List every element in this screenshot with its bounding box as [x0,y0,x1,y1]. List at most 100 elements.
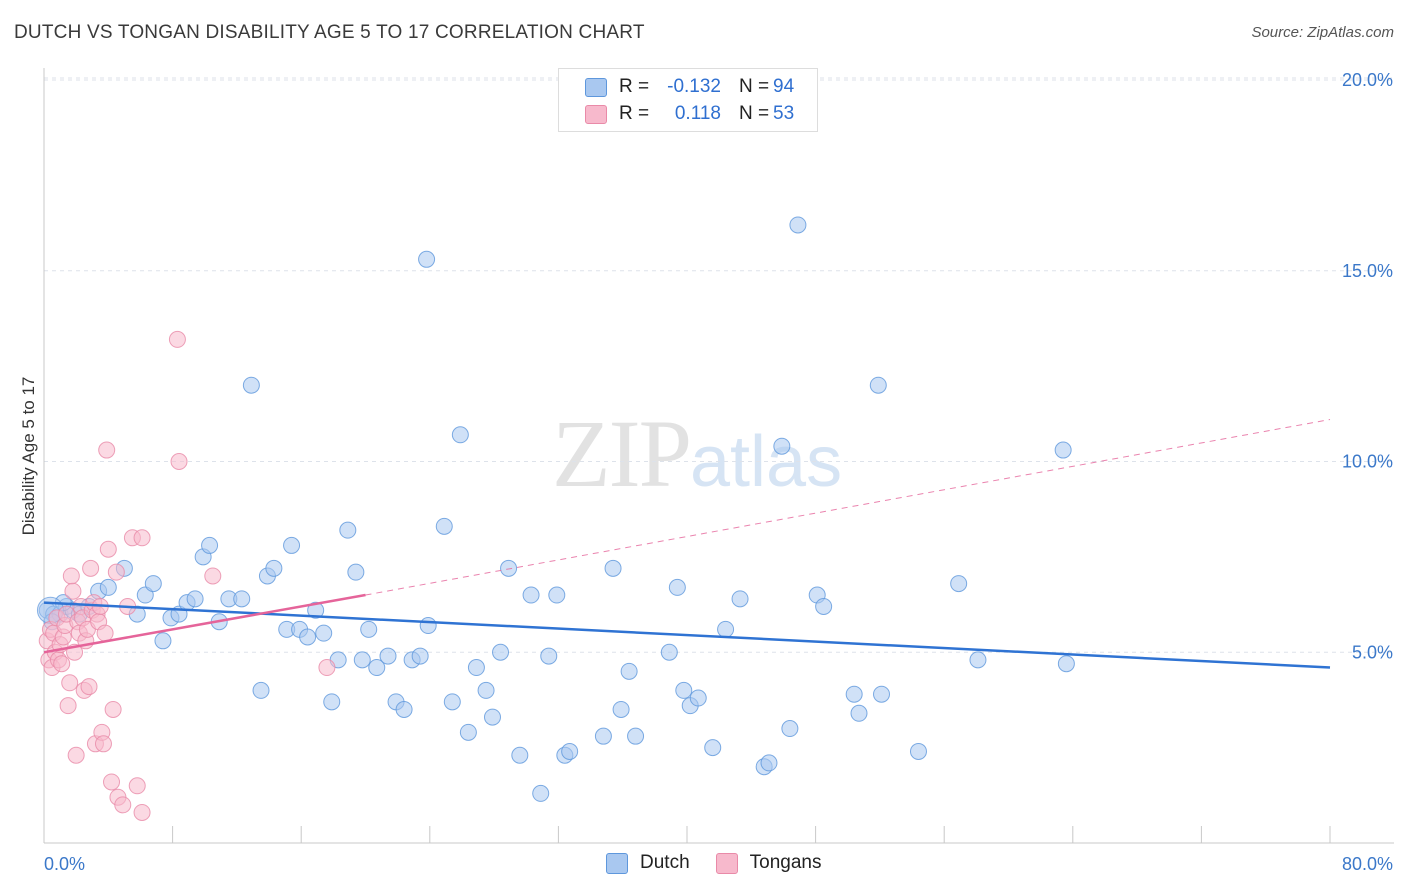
legend-row-dutch: R = -0.132 N = 94 [585,75,794,99]
dutch-point [500,559,518,577]
r-value: 0.118 [674,103,721,124]
dutch-point [773,437,791,455]
dutch-point [467,659,485,677]
dutch-point [144,575,162,593]
dutch-point [969,651,987,669]
tongan-point [80,678,98,696]
tongan-point [98,441,116,459]
r-label: R = [619,76,650,97]
dutch-point [411,647,429,665]
tongan-point [107,563,125,581]
dutch-points-layer [36,216,1075,802]
r-label: R = [619,103,650,124]
dutch-point [1054,441,1072,459]
dutch-point [869,376,887,394]
dutch-point [668,578,686,596]
dutch-point [717,620,735,638]
dutch-point [675,681,693,699]
series-legend: Dutch Tongans [606,852,847,874]
r-value: -0.132 [667,76,721,97]
dutch-legend-swatch [606,852,628,874]
dutch-point [347,563,365,581]
tongan-point [96,624,114,642]
dutch-point [815,597,833,615]
dutch-point [459,723,477,741]
tongan-point [103,773,121,791]
tongan-swatch [585,104,607,124]
dutch-point [323,693,341,711]
dutch-point [1057,655,1075,673]
tongan-point [204,567,222,585]
dutch-point [845,685,863,703]
dutch-point [419,617,437,635]
dutch-point [242,376,260,394]
tongan-point [170,453,188,470]
dutch-point [789,216,807,234]
tongan-point [168,330,186,348]
n-value: 94 [773,76,795,97]
dutch-point [660,643,678,661]
dutch-point [873,685,891,703]
grid-layer [44,77,1394,653]
tongan-point [104,700,122,718]
dutch-point [909,742,927,760]
dutch-point [850,704,868,722]
dutch-point [627,727,645,745]
dutch-point [154,632,172,650]
dutch-point [620,662,638,680]
legend-label-dutch: Dutch [640,852,690,873]
x-tick-label-max: 80.0% [1342,854,1393,874]
tongan-trend-extension [365,419,1331,596]
dutch-point [689,689,707,707]
dutch-point [548,586,566,604]
tongan-point [114,796,132,814]
dutch-point [201,536,219,554]
tongan-legend-swatch [715,852,738,874]
dutch-point [522,586,540,604]
tongan-point [53,655,71,673]
dutch-trend-line [43,601,1331,669]
dutch-point [532,784,550,802]
legend-item-tongans: Tongans [715,852,822,874]
legend-label-tongans: Tongans [749,852,822,873]
dutch-point [435,517,453,535]
dutch-point [233,590,251,608]
dutch-point [594,727,612,745]
dutch-point [360,620,378,638]
tongan-point [82,559,100,577]
correlation-legend: R = -0.132 N = 94 R = 0.118 N = 53 [558,68,818,132]
trend-layer [43,419,1331,669]
watermark: ZIPatlas [552,398,842,509]
dutch-point [315,624,333,642]
x-tick-label-min: 0.0% [44,854,85,874]
dutch-point [379,647,397,665]
dutch-point [395,700,413,718]
tongan-point [62,567,80,585]
dutch-point [299,628,317,646]
dutch-point [704,739,722,757]
n-label: N = [739,103,770,124]
y-tick-label: 15.0% [1342,261,1393,281]
dutch-point [731,590,749,608]
dutch-point [186,590,204,608]
y-tick-label: 20.0% [1342,70,1393,90]
dutch-point [307,601,325,619]
dutch-point [451,426,469,444]
dutch-point [418,250,436,268]
tongan-point [94,735,112,753]
axis-layer [43,68,1394,844]
dutch-point [540,647,558,665]
dutch-point [483,708,501,726]
legend-row-tongans: R = 0.118 N = 53 [585,102,794,126]
dutch-point [443,693,461,711]
tongan-point [133,529,151,547]
dutch-point [950,575,968,593]
y-axis-title: Disability Age 5 to 17 [19,377,38,536]
dutch-point [511,746,529,764]
dutch-point [781,720,799,738]
legend-item-dutch: Dutch [606,852,690,874]
tongan-trend-line [43,593,366,654]
watermark-zip: ZIP [552,400,692,507]
tongan-point [64,582,82,600]
n-label: N = [739,76,770,97]
